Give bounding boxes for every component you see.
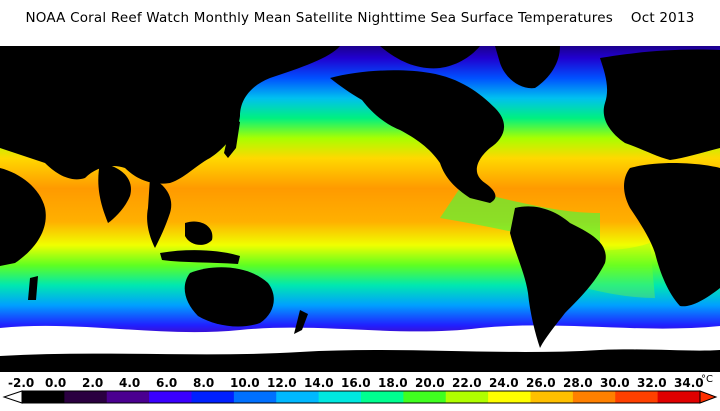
colorbar-max-arrow — [699, 390, 718, 404]
colorbar-tick-label: 6.0 — [156, 376, 178, 390]
antarctica — [0, 349, 720, 372]
colorbar-tick-label: 24.0 — [489, 376, 519, 390]
colorbar-min-arrow — [2, 390, 23, 404]
colorbar-swatch — [191, 391, 235, 403]
colorbar-tick-label: 8.0 — [193, 376, 215, 390]
colorbar-tick-label: 32.0 — [637, 376, 667, 390]
colorbar-tick-label: 26.0 — [526, 376, 556, 390]
south-america — [510, 206, 606, 348]
australia — [184, 267, 274, 327]
india — [98, 163, 131, 223]
greenland — [495, 46, 560, 89]
colorbar-tick-label: 10.0 — [230, 376, 260, 390]
colorbar-tick-label: -2.0 — [8, 376, 35, 390]
colorbar-tick-label: 4.0 — [119, 376, 141, 390]
colorbar-tick-label: 28.0 — [563, 376, 593, 390]
colorbar-tick-label: 0.0 — [45, 376, 67, 390]
colorbar-outline — [21, 390, 701, 404]
africa — [624, 163, 720, 307]
colorbar-swatch — [657, 391, 701, 403]
colorbar-swatch — [64, 391, 108, 403]
colorbar-swatch — [572, 391, 616, 403]
sst-world-map — [0, 38, 720, 372]
arctic-ice — [0, 38, 720, 46]
colorbar-swatch — [22, 391, 65, 403]
eurasia — [0, 46, 340, 184]
colorbar-swatch — [276, 391, 320, 403]
colorbar-tick-label: 12.0 — [267, 376, 297, 390]
europe — [600, 49, 720, 160]
unit-label: °C — [701, 374, 713, 385]
colorbar-swatch — [615, 391, 659, 403]
colorbar-ramp — [2, 390, 718, 404]
map-title: NOAA Coral Reef Watch Monthly Mean Satel… — [25, 10, 695, 26]
madagascar — [28, 276, 38, 300]
arctic-islands — [380, 46, 480, 69]
colorbar-tick-label: 20.0 — [415, 376, 445, 390]
colorbar-tick-label: 22.0 — [452, 376, 482, 390]
new-zealand — [294, 310, 308, 334]
colorbar-swatch — [403, 391, 447, 403]
north-america — [330, 70, 505, 203]
colorbar-swatch — [530, 391, 574, 403]
japan — [224, 118, 240, 158]
colorbar-tick-label: 16.0 — [341, 376, 371, 390]
colorbar-swatch — [361, 391, 404, 403]
colorbar-tick-label: 14.0 — [304, 376, 334, 390]
colorbar: -2.0 0.0 2.0 4.0 6.0 8.0 10.0 12.0 14.0 16.0 18.0 2… — [0, 372, 720, 411]
colorbar-swatch — [106, 391, 150, 403]
colorbar-tick-label: 2.0 — [82, 376, 104, 390]
borneo — [185, 221, 213, 245]
colorbar-swatch — [233, 391, 277, 403]
southeast-asia — [147, 178, 172, 248]
colorbar-swatch — [445, 391, 489, 403]
colorbar-swatch — [488, 391, 531, 403]
colorbar-tick-label: 30.0 — [600, 376, 630, 390]
colorbar-swatch — [149, 391, 192, 403]
colorbar-swatch — [318, 391, 362, 403]
indonesia — [160, 250, 240, 264]
colorbar-tick-label: 34.0 — [674, 376, 704, 390]
africa-west — [0, 168, 46, 266]
colorbar-tick-label: 18.0 — [378, 376, 408, 390]
